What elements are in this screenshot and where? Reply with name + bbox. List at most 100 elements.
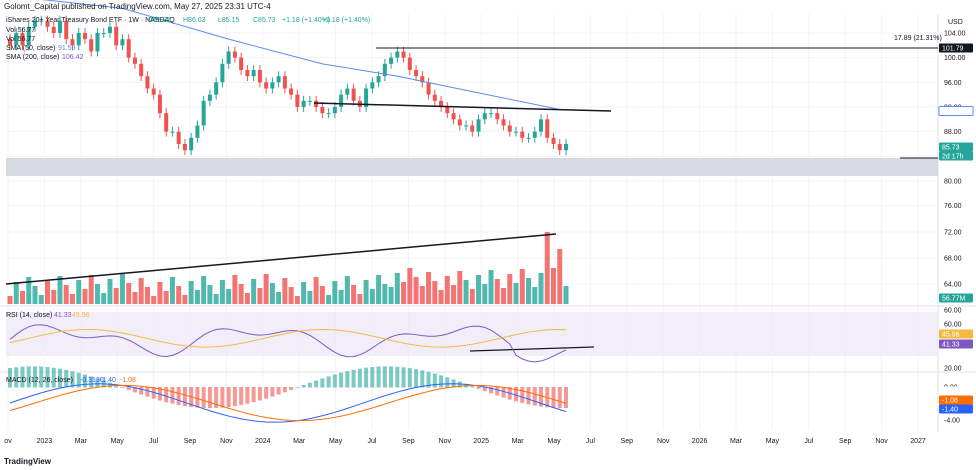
- candle-body-64: [407, 57, 412, 70]
- volume-bar-1: [13, 282, 19, 304]
- candle-body-82: [520, 131, 525, 138]
- volume-bar-7: [51, 290, 57, 304]
- candle-body-81: [514, 131, 519, 133]
- volume-bar-86: [544, 232, 550, 304]
- time-label-16: Jul: [586, 438, 595, 445]
- macd-tick-1: -4.00: [944, 418, 960, 425]
- macd-hist-13: [89, 376, 94, 388]
- legend-sma200-val: 106.42: [62, 54, 84, 61]
- candle-body-45: [289, 88, 294, 95]
- macd-hist-78: [495, 387, 500, 396]
- candle-body-32: [207, 94, 212, 101]
- volume-bar-72: [457, 271, 463, 304]
- time-label-9: May: [329, 438, 343, 445]
- macd-hist-8: [57, 368, 62, 388]
- volume-bar-35: [226, 289, 232, 304]
- candle-body-40: [257, 70, 262, 83]
- volume-bar-49: [313, 277, 319, 304]
- candle-body-17: [114, 26, 119, 46]
- volume-bar-71: [451, 285, 457, 304]
- volume-bar-82: [519, 269, 525, 304]
- macd-hist-1: [14, 367, 19, 388]
- macd-hist-43: [276, 387, 281, 395]
- candle-body-66: [420, 76, 425, 83]
- volume-bar-85: [538, 273, 544, 304]
- price-tick-9: 68.00: [944, 256, 962, 263]
- volume-bar-13: [88, 275, 94, 304]
- macd-hist-5: [39, 366, 44, 388]
- candle-body-51: [326, 113, 331, 115]
- publisher-header: Golomt_Capital published on TradingView.…: [4, 2, 271, 11]
- candle-body-87: [551, 137, 556, 144]
- candle-body-71: [451, 113, 456, 120]
- price-tick-0: 104.00: [944, 31, 966, 38]
- volume-bar-53: [338, 290, 344, 304]
- macd-hist-20: [132, 387, 137, 393]
- candle-body-0: [8, 39, 12, 46]
- volume-bar-45: [288, 287, 294, 304]
- badge-macd3: -1.40: [942, 407, 958, 414]
- candle-body-38: [245, 70, 250, 77]
- macd-hist-35: [226, 387, 231, 408]
- time-label-14: Mar: [512, 438, 525, 445]
- candle-body-37: [239, 57, 244, 70]
- volume-bar-84: [532, 287, 538, 304]
- macd-hist-81: [514, 387, 519, 402]
- macd-hist-11: [76, 372, 81, 388]
- candle-body-6: [45, 20, 50, 27]
- volume-bar-57: [363, 280, 369, 304]
- volume-bar-21: [138, 278, 144, 304]
- range-annotation: 17.89 (21.31%): [894, 35, 942, 42]
- candle-body-46: [295, 94, 300, 107]
- candle-body-18: [120, 39, 125, 46]
- macd-hist-70: [445, 377, 450, 388]
- time-label-15: May: [547, 438, 561, 445]
- time-label-6: Nov: [220, 438, 233, 445]
- price-tick-4: 88.00: [944, 129, 962, 136]
- signal-line: [9, 384, 567, 422]
- price-tick-6: 80.00: [944, 179, 962, 186]
- candle-body-77: [489, 113, 494, 115]
- macd-hist-61: [389, 366, 394, 388]
- badge-sma: 91.59: [942, 109, 960, 116]
- volume-bar-47: [301, 282, 307, 304]
- time-label-20: Mar: [730, 438, 743, 445]
- tradingview-logo: TradingView: [4, 457, 51, 466]
- macd-hist-47: [301, 384, 306, 388]
- volume-bar-22: [144, 287, 150, 304]
- macd-hist-31: [201, 387, 206, 409]
- macd-hist-65: [414, 369, 419, 388]
- candle-body-86: [545, 119, 550, 138]
- volume-bar-37: [238, 284, 244, 304]
- volume-bar-44: [282, 278, 288, 304]
- volume-bar-70: [444, 276, 450, 304]
- price-tick-11: 60.00: [944, 308, 962, 315]
- macd-hist-40: [257, 387, 262, 401]
- candle-body-22: [145, 76, 150, 89]
- candle-body-52: [332, 107, 337, 114]
- candle-body-42: [270, 82, 275, 89]
- time-label-19: 2026: [692, 438, 708, 445]
- macd-hist-79: [501, 387, 506, 398]
- volume-bar-17: [113, 288, 119, 304]
- volume-bar-73: [463, 280, 469, 304]
- volume-bar-58: [369, 289, 375, 304]
- rsi-line: [9, 324, 567, 363]
- legend-sma50: SMA (50, close): [6, 45, 55, 52]
- candle-body-9: [64, 20, 69, 40]
- macd-hist-87: [551, 387, 556, 408]
- volume-bar-81: [513, 283, 519, 304]
- candle-body-53: [339, 94, 344, 107]
- candle-body-44: [282, 76, 287, 89]
- macd-hist-64: [407, 368, 412, 388]
- time-label-0: ov: [4, 438, 12, 445]
- candle-body-30: [195, 125, 200, 138]
- candle-body-79: [501, 119, 506, 126]
- candle-body-67: [426, 82, 431, 95]
- candle-body-74: [470, 125, 475, 132]
- macd-hist-83: [526, 387, 531, 405]
- volume-bar-3: [26, 277, 32, 304]
- macd-hist-4: [32, 366, 37, 388]
- macd-line: [9, 383, 567, 423]
- candle-body-68: [432, 94, 437, 101]
